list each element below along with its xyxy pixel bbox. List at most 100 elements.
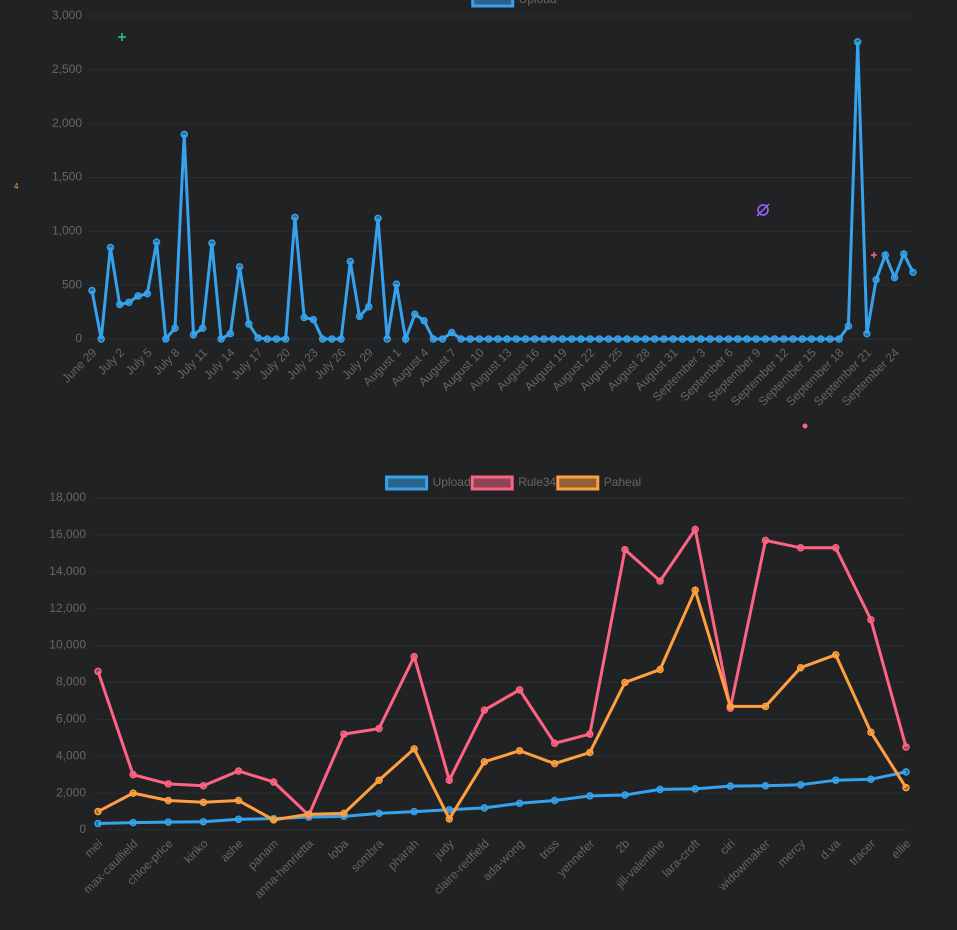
data-point xyxy=(115,300,124,309)
data-point xyxy=(540,335,548,343)
stray-star xyxy=(118,33,126,41)
data-point xyxy=(340,730,348,738)
data-point xyxy=(97,335,105,343)
y-tick-label: 1,500 xyxy=(52,170,82,184)
data-point xyxy=(226,329,235,338)
data-point xyxy=(129,789,137,797)
legend-label: Upload xyxy=(433,475,471,489)
data-point xyxy=(88,286,96,295)
data-point xyxy=(621,791,629,799)
data-point xyxy=(503,335,511,343)
data-point xyxy=(106,243,115,252)
data-point xyxy=(586,730,594,738)
data-point xyxy=(466,335,474,343)
data-point xyxy=(577,335,585,343)
data-point xyxy=(678,335,687,343)
data-point xyxy=(164,780,173,788)
data-point xyxy=(826,335,834,343)
data-point xyxy=(512,335,521,343)
y-tick-label: 8,000 xyxy=(56,675,86,689)
series-line xyxy=(97,770,907,825)
data-point xyxy=(234,815,243,824)
data-point xyxy=(129,818,137,827)
data-point xyxy=(586,792,594,800)
data-point xyxy=(445,815,454,823)
data-point xyxy=(531,335,539,343)
data-point xyxy=(198,324,207,332)
data-point xyxy=(909,268,917,276)
data-point xyxy=(867,615,875,624)
data-point xyxy=(217,335,225,343)
data-point xyxy=(796,544,805,552)
y-tick-label: 2,000 xyxy=(56,785,86,799)
data-point xyxy=(180,130,188,139)
y-tick-label: 12,000 xyxy=(49,601,86,615)
data-point xyxy=(549,335,557,343)
data-point xyxy=(902,783,910,792)
data-point xyxy=(457,335,465,343)
series-line xyxy=(96,525,908,818)
data-point xyxy=(817,335,825,343)
data-point xyxy=(656,577,664,585)
data-point xyxy=(567,335,576,343)
data-point xyxy=(208,239,216,247)
legend-swatch xyxy=(385,475,429,491)
y-tick-label: 18,000 xyxy=(49,490,86,504)
data-point xyxy=(752,335,760,343)
data-point xyxy=(300,313,308,322)
data-point xyxy=(831,776,840,784)
data-point xyxy=(890,273,899,282)
data-point xyxy=(234,767,243,775)
data-point xyxy=(234,796,243,805)
data-point xyxy=(733,335,742,343)
legend-label: Upload xyxy=(519,0,557,6)
series-line xyxy=(97,585,908,822)
data-point xyxy=(171,324,179,332)
data-point xyxy=(863,329,871,338)
data-point xyxy=(291,213,299,222)
data-point xyxy=(831,651,840,659)
y-tick-label: 6,000 xyxy=(56,712,86,726)
data-point xyxy=(881,251,890,259)
data-point xyxy=(94,667,102,676)
data-point xyxy=(263,335,272,343)
data-point xyxy=(355,312,364,321)
data-point xyxy=(375,776,383,784)
data-point xyxy=(346,257,355,266)
data-point xyxy=(558,335,567,343)
data-point xyxy=(199,817,208,826)
data-point xyxy=(164,796,173,805)
data-point xyxy=(715,335,724,343)
data-point xyxy=(305,810,313,819)
data-point xyxy=(164,818,173,826)
data-point xyxy=(853,38,862,46)
y-tick-label: 3,000 xyxy=(52,8,82,22)
data-point xyxy=(770,335,779,343)
data-point xyxy=(595,335,604,343)
data-point xyxy=(125,298,133,307)
data-point xyxy=(632,335,641,343)
stray-dot xyxy=(802,423,808,429)
data-point xyxy=(521,335,530,343)
data-point xyxy=(245,320,253,328)
data-point xyxy=(375,724,383,733)
data-point xyxy=(410,652,418,661)
data-point xyxy=(872,276,880,284)
data-point xyxy=(143,290,152,298)
data-point xyxy=(94,807,102,816)
y-tick-label: 2,000 xyxy=(52,116,82,130)
data-point xyxy=(235,263,244,271)
y-tick-label: 0 xyxy=(79,822,86,836)
data-point xyxy=(724,335,733,343)
data-point xyxy=(780,335,788,343)
data-point xyxy=(706,335,714,343)
data-point xyxy=(494,335,502,343)
y-tick-label: 1,000 xyxy=(52,224,82,238)
data-point xyxy=(480,706,489,714)
data-point xyxy=(844,322,853,330)
data-point xyxy=(621,678,629,687)
data-point xyxy=(586,335,594,343)
data-point xyxy=(480,758,489,766)
data-point xyxy=(687,335,696,343)
data-point xyxy=(199,781,208,790)
